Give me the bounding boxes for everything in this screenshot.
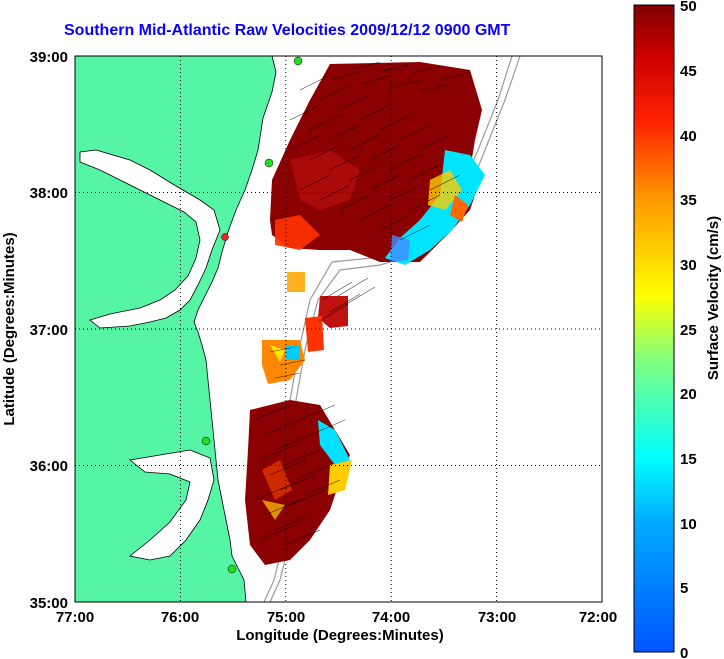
velocity-vectors	[254, 61, 471, 546]
x-tick-label: 74:00	[372, 609, 410, 626]
colorbar-tick-label: 45	[680, 63, 697, 80]
x-tick-label: 73:00	[478, 609, 516, 626]
bay-water	[79, 149, 221, 329]
station-marker	[293, 56, 303, 66]
x-tick-label: 76:00	[161, 609, 199, 626]
station-marker	[227, 564, 237, 574]
map-title: Southern Mid-Atlantic Raw Velocities 200…	[64, 22, 511, 39]
grid-lines	[75, 56, 602, 602]
y-tick-label: 37:00	[30, 322, 68, 339]
x-tick-label: 77:00	[56, 609, 94, 626]
velocity-field	[245, 62, 485, 565]
x-tick-label: 75:00	[267, 609, 305, 626]
y-tick-label: 39:00	[30, 49, 68, 66]
colorbar-tick-label: 30	[680, 257, 697, 274]
colorbar-tick-label: 40	[680, 128, 697, 145]
station-marker	[201, 436, 211, 446]
colorbar-tick-label: 5	[680, 580, 688, 597]
station-marker	[264, 158, 274, 168]
sound-water	[129, 449, 215, 561]
colorbar-tick-label: 10	[680, 516, 697, 533]
colorbar-tick-label: 25	[680, 322, 697, 339]
x-tick-label: 72:00	[579, 609, 617, 626]
x-axis: 77:00 76:00 75:00 74:00 73:00 72:00 Long…	[56, 609, 617, 644]
colorbar: 50 45 40 35 30 25 20 15 10 5 0 Surface V…	[633, 0, 722, 659]
y-tick-label: 36:00	[30, 458, 68, 475]
colorbar-tick-label: 20	[680, 386, 697, 403]
station-marker	[221, 233, 229, 241]
plot-frame	[74, 55, 603, 603]
y-axis: 39:00 38:00 37:00 36:00 35:00 Latitude (…	[1, 49, 68, 612]
colorbar-tick-label: 50	[680, 0, 697, 15]
y-tick-label: 38:00	[30, 185, 68, 202]
y-tick-label: 35:00	[30, 595, 68, 612]
x-axis-label: Longitude (Degrees:Minutes)	[236, 627, 444, 644]
colorbar-gradient	[633, 4, 675, 653]
colorbar-tick-label: 15	[680, 451, 697, 468]
colorbar-label: Surface Velocity (cm/s)	[705, 216, 722, 380]
y-axis-label: Latitude (Degrees:Minutes)	[1, 232, 18, 425]
colorbar-tick-label: 0	[680, 645, 688, 659]
colorbar-tick-label: 35	[680, 192, 697, 209]
